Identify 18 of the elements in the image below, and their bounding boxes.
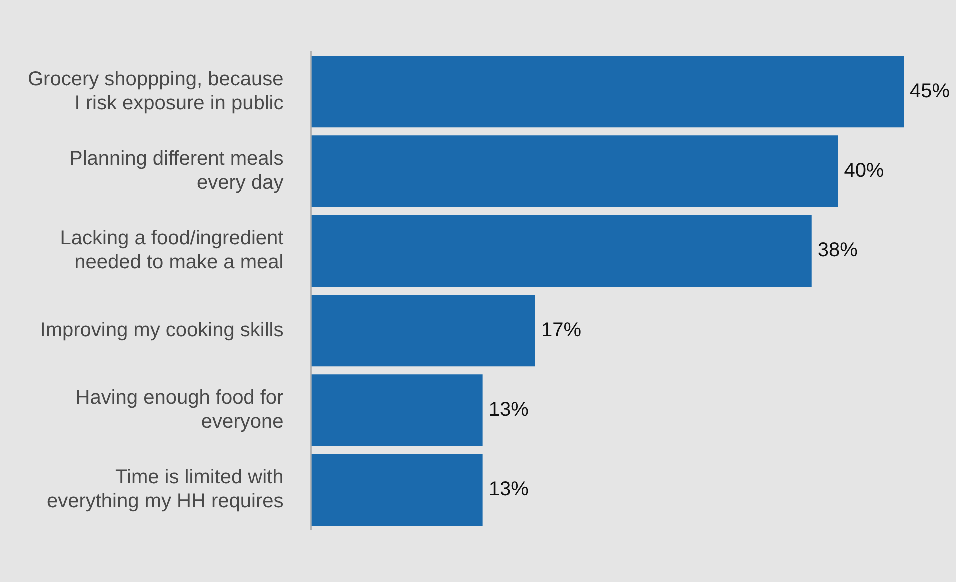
data-label: 40% <box>844 160 884 182</box>
bar <box>312 56 904 128</box>
bar <box>312 136 838 208</box>
data-label: 13% <box>488 399 530 422</box>
bar <box>312 374 483 446</box>
data-label: 13% <box>488 478 530 501</box>
y-tick-label: Grocery shoppping, because I risk exposure in public <box>28 68 284 114</box>
y-tick-label: Improving my cooking skills <box>40 319 284 342</box>
data-label: 38% <box>818 240 858 262</box>
bar <box>312 294 536 367</box>
bar <box>312 215 812 288</box>
y-tick-label: Planning different meals every day <box>69 148 284 194</box>
y-tick-label: Lacking a food/ingredient needed to make a meal <box>60 228 284 274</box>
y-tick-label: Time is limited with everything my HH requires <box>46 466 284 513</box>
y-tick-label: Having enough food for everyone <box>76 387 284 434</box>
data-label: 17% <box>541 319 582 342</box>
data-label: 45% <box>910 80 950 102</box>
bar <box>312 454 483 526</box>
